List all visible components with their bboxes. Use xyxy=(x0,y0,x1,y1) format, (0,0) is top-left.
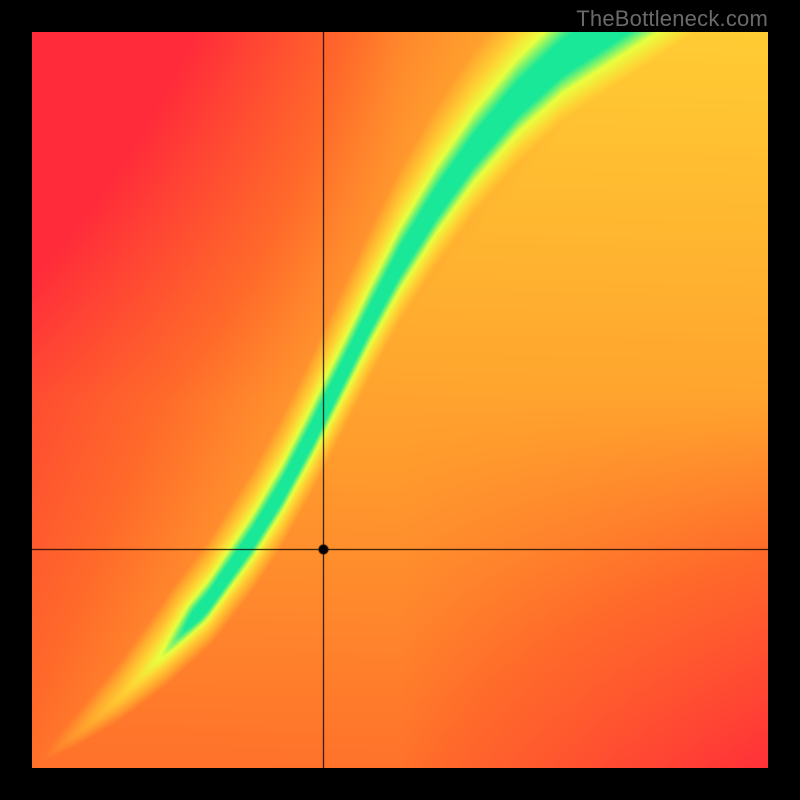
watermark-text: TheBottleneck.com xyxy=(576,6,768,32)
plot-frame xyxy=(32,32,768,768)
app-root: TheBottleneck.com xyxy=(0,0,800,800)
heatmap-canvas xyxy=(32,32,768,768)
